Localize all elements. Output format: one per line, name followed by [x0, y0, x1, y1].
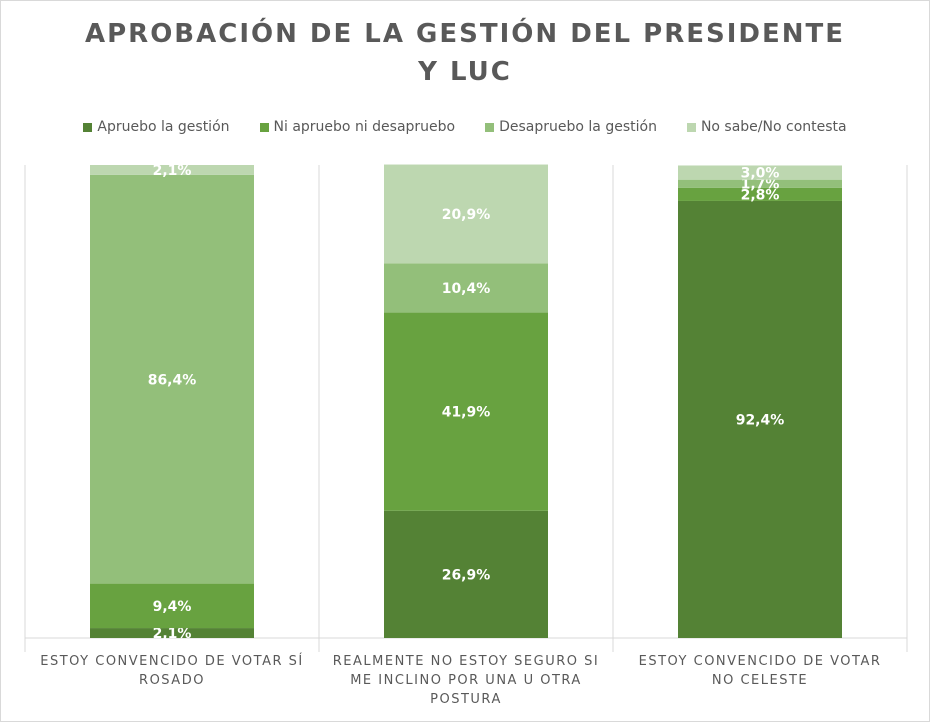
- category-label: ESTOY CONVENCIDO DE VOTAR SÍ ROSADO: [25, 652, 319, 690]
- bar-segment: [90, 628, 254, 638]
- legend-swatch: [83, 122, 93, 132]
- category-label-line: ESTOY CONVENCIDO DE VOTAR: [638, 654, 882, 669]
- data-label: 86,4%: [148, 372, 197, 388]
- legend-item: Apruebo la gestión: [83, 117, 230, 137]
- bar-segment: [678, 187, 842, 201]
- bar-segment: [678, 200, 842, 638]
- category-label: ESTOY CONVENCIDO DE VOTAR NO CELESTE: [613, 652, 907, 690]
- bar-segment: [678, 179, 842, 188]
- data-label: 20,9%: [442, 207, 491, 223]
- bar-segment: [90, 165, 254, 175]
- chart-title: APROBACIÓN DE LA GESTIÓN DEL PRESIDENTE …: [1, 15, 929, 91]
- bar-segment: [90, 583, 254, 629]
- category-label-line: ROSADO: [139, 673, 205, 688]
- data-label: 26,9%: [442, 567, 491, 583]
- legend-swatch: [686, 122, 696, 132]
- legend-item: No sabe/No contesta: [686, 117, 847, 137]
- data-label: 1,7%: [741, 177, 780, 193]
- category-label-line: ME INCLINO POR UNA U OTRA: [350, 673, 582, 688]
- category-label-line: NO CELESTE: [711, 673, 809, 688]
- legend-item: Ni apruebo ni desapruebo: [259, 117, 456, 137]
- legend-item: Desapruebo la gestión: [485, 117, 657, 137]
- category-label-line: REALMENTE NO ESTOY SEGURO SI: [332, 654, 600, 669]
- data-label: 2,1%: [153, 626, 192, 642]
- bar-segment: [90, 174, 254, 584]
- legend-swatch: [485, 122, 495, 132]
- bar-segment: [384, 312, 548, 511]
- data-label: 3,0%: [741, 166, 780, 182]
- data-label: 9,4%: [153, 599, 192, 615]
- legend-swatch: [259, 122, 269, 132]
- bar-segment: [384, 263, 548, 313]
- bar-segment: [678, 165, 842, 180]
- data-label: 2,1%: [153, 163, 192, 179]
- data-label: 92,4%: [736, 412, 785, 428]
- data-label: 2,8%: [741, 187, 780, 203]
- chart-title-line-2: Y LUC: [418, 57, 512, 87]
- data-label: 10,4%: [442, 281, 491, 297]
- legend-label: Desapruebo la gestión: [499, 119, 657, 135]
- legend-label: Ni apruebo ni desapruebo: [273, 119, 456, 135]
- chart-legend: Apruebo la gestión Ni apruebo ni desaprue…: [1, 117, 929, 137]
- category-label-line: POSTURA: [430, 692, 502, 707]
- legend-label: No sabe/No contesta: [700, 119, 847, 135]
- legend-label: Apruebo la gestión: [97, 119, 230, 135]
- bar-segment: [384, 164, 548, 264]
- chart-title-line-1: APROBACIÓN DE LA GESTIÓN DEL PRESIDENTE: [85, 19, 845, 49]
- category-label: REALMENTE NO ESTOY SEGURO SI ME INCLINO P…: [319, 652, 613, 709]
- bar-segment: [384, 510, 548, 638]
- category-label-line: ESTOY CONVENCIDO DE VOTAR SÍ: [40, 654, 304, 669]
- data-label: 41,9%: [442, 405, 491, 421]
